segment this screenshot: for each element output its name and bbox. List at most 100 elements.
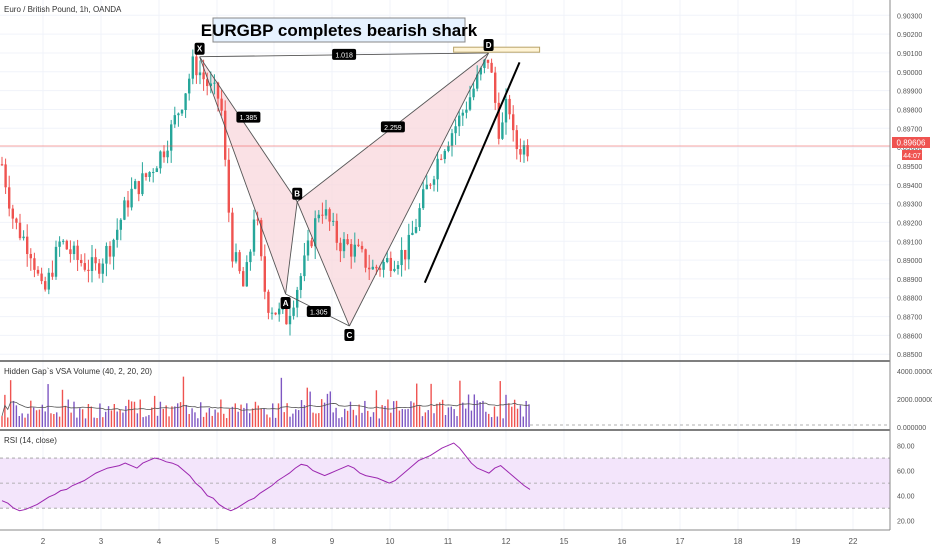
candle-down <box>8 187 11 209</box>
trendline[interactable] <box>423 61 521 284</box>
point-label-d: D <box>486 41 492 50</box>
candle-up <box>213 82 216 84</box>
rsi-axis[interactable]: 80.00 60.00 40.00 20.00 <box>897 444 915 526</box>
candle-up <box>407 234 410 260</box>
price-tick-label: 0.89900 <box>897 89 922 96</box>
candle-down <box>29 254 32 259</box>
candle-down <box>321 214 324 216</box>
pattern-leg-ab <box>285 201 298 295</box>
candle-up <box>332 220 335 222</box>
candle-up <box>436 158 439 180</box>
rsi-pane[interactable] <box>0 442 890 512</box>
time-tick-label: 12 <box>502 537 511 546</box>
candle-down <box>274 312 277 315</box>
candle-down <box>497 102 500 139</box>
candle-up <box>173 115 176 125</box>
candle-up <box>281 308 284 310</box>
candle-down <box>36 269 40 274</box>
volume-axis[interactable]: 4000.000000 2000.000000 0.000000 <box>897 369 932 432</box>
price-tick-label: 0.90200 <box>897 32 922 39</box>
candle-up <box>119 219 122 230</box>
candle-down <box>375 266 378 269</box>
point-label-x: X <box>197 45 203 54</box>
volume-bars <box>1 376 530 427</box>
candle-down <box>360 245 364 250</box>
candle-up <box>386 257 389 262</box>
candle-up <box>382 261 385 270</box>
candle-up <box>270 312 274 314</box>
candle-up <box>425 184 428 190</box>
time-tick-label: 19 <box>792 537 801 546</box>
candle-up <box>501 122 504 139</box>
price-pane[interactable]: X A B C D 1.018 1.385 2.259 1.305 <box>0 38 890 341</box>
candle-up <box>188 78 191 94</box>
candle-down <box>220 98 223 111</box>
volume-pane[interactable] <box>1 376 890 427</box>
candle-up <box>170 124 173 151</box>
candle-up <box>422 189 425 209</box>
candle-up <box>177 113 180 116</box>
ratio-label: 1.385 <box>240 115 258 122</box>
point-badge-x <box>194 42 205 55</box>
candle-up <box>72 245 76 255</box>
candle-down <box>137 181 140 195</box>
price-tick-label: 0.88800 <box>897 296 922 303</box>
candle-up <box>306 240 310 256</box>
candle-down <box>4 164 7 188</box>
countdown-value: 44:07 <box>903 153 921 160</box>
candle-up <box>522 145 526 155</box>
rsi-tick-label: 60.00 <box>897 469 915 476</box>
candle-up <box>155 168 158 173</box>
candle-down <box>69 249 72 255</box>
grid <box>0 0 890 530</box>
candle-up <box>468 97 472 110</box>
candle-up <box>62 240 65 242</box>
candle-down <box>18 222 22 239</box>
time-tick-label: 2 <box>41 537 46 546</box>
time-tick-label: 17 <box>676 537 685 546</box>
point-label-b: B <box>294 190 300 199</box>
candle-down <box>51 272 54 277</box>
candle-up <box>112 239 115 257</box>
candle-down <box>389 257 392 271</box>
candle-down <box>44 281 47 290</box>
candle-down <box>260 220 263 257</box>
candle-up <box>234 252 238 262</box>
candle-down <box>80 259 83 264</box>
candle-down <box>515 130 518 150</box>
candle-up <box>180 109 184 114</box>
ratio-badge <box>380 121 405 133</box>
candle-up <box>411 232 414 235</box>
symbol-title: Euro / British Pound, 1h, OANDA <box>4 5 122 14</box>
time-tick-label: 4 <box>157 537 162 546</box>
candle-down <box>526 145 529 157</box>
candle-up <box>58 241 61 247</box>
candle-up <box>432 179 436 185</box>
candle-up <box>396 265 400 269</box>
candle-up <box>465 109 468 113</box>
candle-up <box>371 266 374 270</box>
point-badge-d <box>483 38 494 51</box>
volume-tick-label: 4000.000000 <box>897 369 932 376</box>
candle-up <box>198 72 202 76</box>
price-tick-label: 0.88600 <box>897 333 922 340</box>
d-zone-box <box>453 46 541 53</box>
time-tick-label: 10 <box>386 537 395 546</box>
candle-down <box>285 308 288 325</box>
countdown-tag <box>902 150 922 160</box>
price-axis[interactable]: 0.90300 0.90200 0.90100 0.90000 0.89900 0.898… <box>897 13 922 359</box>
candle-down <box>195 56 198 76</box>
candle-down <box>108 245 112 257</box>
point-badge-b <box>292 187 303 200</box>
rsi-tick-label: 80.00 <box>897 444 915 451</box>
candle-up <box>296 289 299 308</box>
candle-up <box>134 181 137 189</box>
candle-up <box>476 74 479 89</box>
candle-up <box>184 93 187 110</box>
candle-down <box>378 268 382 270</box>
ratio-label: 2.259 <box>384 125 402 132</box>
candle-up <box>504 98 508 123</box>
time-axis[interactable]: 2 3 4 5 8 9 10 11 12 15 16 17 18 19 22 <box>41 537 858 546</box>
